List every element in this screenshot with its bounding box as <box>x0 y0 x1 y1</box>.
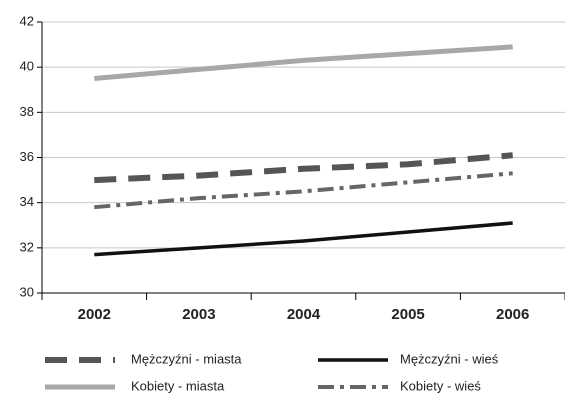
legend-label: Mężczyźni - wieś <box>400 351 499 366</box>
y-tick-label: 36 <box>20 149 34 164</box>
x-tick-label: 2005 <box>391 306 424 323</box>
y-tick-label: 30 <box>20 284 34 299</box>
series-line <box>94 152 513 184</box>
series-line <box>94 44 513 81</box>
x-tick-label: 2006 <box>496 306 529 323</box>
legend-label: Mężczyźni - miasta <box>131 351 242 366</box>
y-tick-label: 42 <box>20 13 34 28</box>
series-line <box>94 171 513 210</box>
y-tick-label: 32 <box>20 239 34 254</box>
y-tick-label: 38 <box>20 104 34 119</box>
x-tick-label: 2003 <box>182 306 215 323</box>
legend-label: Kobiety - wieś <box>400 378 481 393</box>
legend-label: Kobiety - miasta <box>131 378 225 393</box>
y-tick-label: 40 <box>20 59 34 74</box>
y-tick-label: 34 <box>20 194 34 209</box>
series-line <box>94 221 513 257</box>
x-tick-label: 2004 <box>287 306 321 323</box>
x-tick-label: 2002 <box>78 306 111 323</box>
